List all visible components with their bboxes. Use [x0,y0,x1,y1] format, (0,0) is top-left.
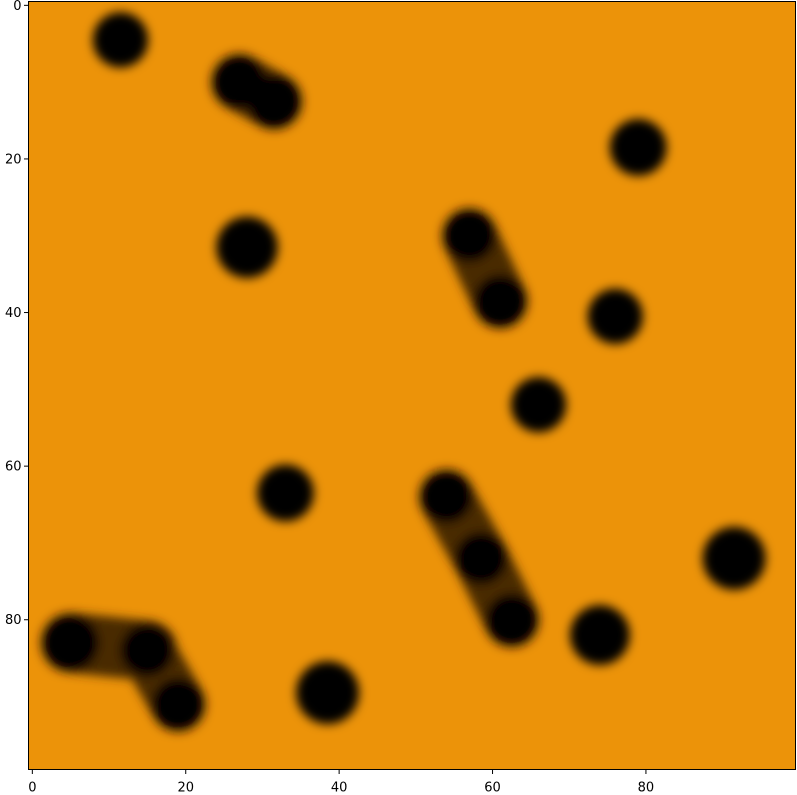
blobs-group [40,12,766,732]
axes-frame [28,1,796,770]
x-tick-label-80: 80 [638,781,655,795]
blob-12-end-b [151,677,205,731]
blob-6 [510,377,567,433]
y-tick-label-80: 80 [5,613,22,628]
blob-4-end-b [473,274,527,328]
y-axis: 0 20 40 60 80 [5,0,29,628]
blob-5 [587,288,643,344]
blob-9-end-a [454,532,508,585]
plot-area [28,1,796,770]
blob-4-end-a [443,209,496,262]
blob-0 [92,12,149,68]
y-tick-label-40: 40 [5,306,22,321]
blob-1-end-b [246,74,301,129]
x-tick-label-40: 40 [331,781,348,795]
y-tick-label-60: 60 [5,460,22,475]
y-tick-label-20: 20 [5,152,22,167]
blob-13 [570,605,630,666]
x-axis: 0 20 40 60 80 [28,769,655,795]
x-tick-label-60: 60 [484,781,501,795]
x-tick-label-20: 20 [177,781,194,795]
blob-14 [296,661,360,725]
blob-11-end-a [42,614,100,672]
blob-9-end-b [485,593,538,646]
blob-8-end-a [420,470,473,524]
blob-7 [257,464,314,522]
x-tick-label-0: 0 [28,781,36,795]
blob-10 [702,526,766,590]
y-tick-label-0: 0 [13,0,21,14]
blob-3 [216,216,278,278]
blob-12-end-a [121,624,174,677]
blob-2 [609,119,667,176]
